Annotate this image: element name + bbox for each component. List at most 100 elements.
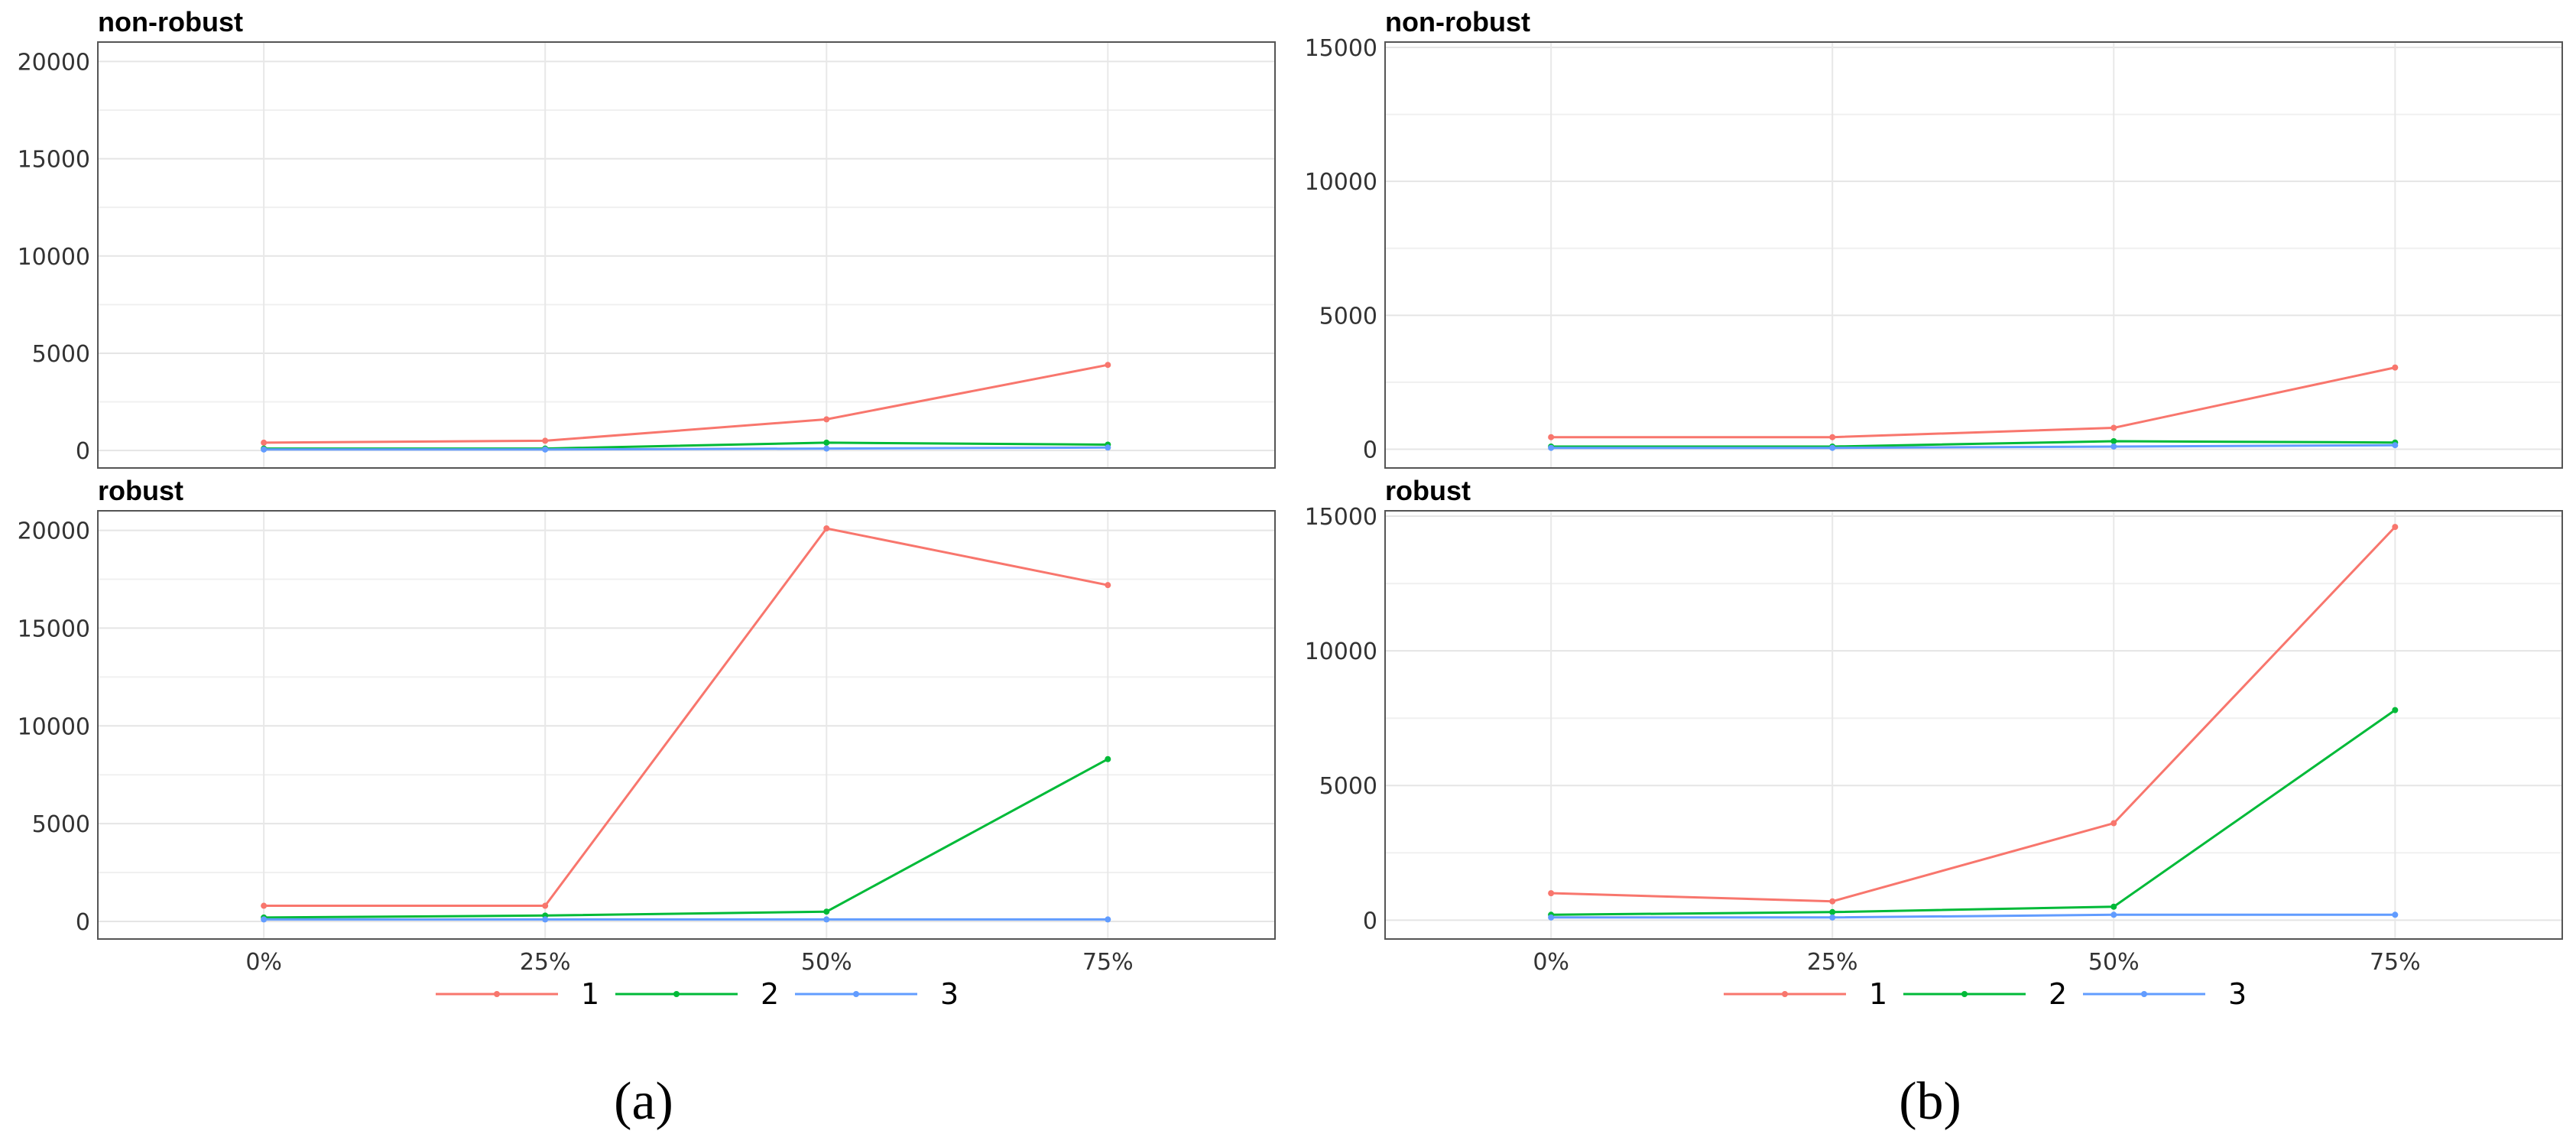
y-tick-label: 15000 bbox=[1305, 35, 1377, 62]
x-tick-label: 25% bbox=[520, 949, 571, 976]
panel-border bbox=[97, 510, 1276, 940]
data-point bbox=[542, 902, 549, 909]
chart-a: non-robust 0 5000 10000 15000 20000 robust 0 500… bbox=[18, 6, 1276, 1131]
data-point bbox=[2392, 364, 2399, 371]
panel-border bbox=[1384, 510, 2563, 940]
data-point bbox=[2110, 911, 2117, 918]
legend-key-point bbox=[673, 991, 680, 997]
y-tick-label: 0 bbox=[1363, 908, 1377, 934]
legend-label: 3 bbox=[2228, 977, 2247, 1011]
data-point bbox=[542, 437, 549, 444]
data-point bbox=[1829, 898, 1836, 905]
data-point bbox=[1829, 434, 1836, 440]
data-point bbox=[1548, 434, 1555, 440]
x-tick-label: 75% bbox=[2370, 949, 2421, 976]
y-tick-label: 5000 bbox=[1319, 773, 1377, 800]
series-line-3 bbox=[1551, 444, 2396, 450]
series-line-2 bbox=[264, 758, 1109, 919]
y-tick-label: 10000 bbox=[1305, 638, 1377, 665]
y-tick-label: 15000 bbox=[18, 616, 90, 642]
series-line-1 bbox=[264, 527, 1108, 907]
y-tick-label: 10000 bbox=[18, 244, 90, 271]
data-point bbox=[1548, 914, 1555, 921]
data-point bbox=[1829, 908, 1836, 915]
data-point bbox=[542, 916, 549, 923]
data-point bbox=[2392, 442, 2399, 449]
series-line-1 bbox=[1551, 366, 2396, 439]
panel-robust: robust 0 5000 10000 15000 20000 0% 25% 50% 75% bbox=[18, 475, 1276, 976]
y-tick-label: 20000 bbox=[18, 49, 90, 76]
data-point bbox=[2392, 911, 2399, 918]
data-point bbox=[1105, 755, 1111, 762]
series-line-2 bbox=[1551, 709, 2396, 916]
data-point bbox=[2392, 524, 2399, 531]
series-line-3 bbox=[264, 446, 1108, 451]
data-point bbox=[261, 446, 268, 453]
data-point bbox=[1829, 914, 1836, 921]
data-point bbox=[2110, 424, 2117, 431]
data-point bbox=[1105, 362, 1111, 369]
x-tick-label: 0% bbox=[1533, 949, 1569, 976]
data-point bbox=[542, 446, 549, 453]
data-point bbox=[1548, 444, 1555, 451]
panel-border bbox=[1384, 41, 2563, 469]
panel-title: robust bbox=[1385, 475, 1471, 506]
chart-b: non-robust 0 5000 10000 15000 robust 0 5000 1000… bbox=[1305, 6, 2563, 1131]
data-point bbox=[823, 908, 830, 915]
y-tick-label: 5000 bbox=[32, 341, 90, 368]
y-tick-label: 20000 bbox=[18, 518, 90, 545]
data-point bbox=[1105, 916, 1111, 923]
legend-label: 1 bbox=[1869, 977, 1887, 1011]
legend-key-point bbox=[1782, 991, 1788, 997]
legend-key-point bbox=[2141, 991, 2147, 997]
data-point bbox=[823, 439, 830, 446]
data-point bbox=[2110, 903, 2117, 910]
data-point bbox=[823, 525, 830, 532]
data-point bbox=[823, 916, 830, 923]
data-point bbox=[2110, 437, 2117, 444]
legend-key-point bbox=[494, 991, 500, 997]
caption: (b) bbox=[1899, 1072, 1961, 1131]
legend: 1 2 3 bbox=[1724, 977, 2247, 1011]
panel-robust: robust 0 5000 10000 15000 0% 25% 50% 75% bbox=[1305, 475, 2563, 976]
x-tick-label: 50% bbox=[801, 949, 852, 976]
panel-non-robust: non-robust 0 5000 10000 15000 bbox=[1305, 6, 2563, 469]
data-point bbox=[1105, 582, 1111, 589]
series-line-3 bbox=[1551, 913, 2396, 919]
y-tick-label: 5000 bbox=[1319, 303, 1377, 330]
legend-label: 3 bbox=[940, 977, 959, 1011]
legend-label: 2 bbox=[761, 977, 779, 1011]
series-line-2 bbox=[1551, 440, 2396, 448]
data-point bbox=[823, 416, 830, 423]
data-point bbox=[1548, 890, 1555, 897]
series-line-1 bbox=[1551, 526, 2396, 903]
y-tick-label: 0 bbox=[76, 909, 90, 936]
legend-key-point bbox=[853, 991, 859, 997]
data-point bbox=[1105, 444, 1111, 451]
data-point bbox=[823, 445, 830, 452]
panel-border bbox=[97, 41, 1276, 469]
legend-label: 1 bbox=[581, 977, 599, 1011]
y-tick-label: 15000 bbox=[18, 147, 90, 174]
data-point bbox=[261, 916, 268, 923]
y-tick-label: 0 bbox=[1363, 437, 1377, 463]
y-tick-label: 10000 bbox=[18, 713, 90, 740]
data-point bbox=[2110, 820, 2117, 827]
panel-title: non-robust bbox=[98, 6, 243, 37]
x-tick-label: 75% bbox=[1082, 949, 1134, 976]
data-point bbox=[1829, 444, 1836, 451]
x-tick-label: 25% bbox=[1807, 949, 1858, 976]
y-tick-label: 15000 bbox=[1305, 504, 1377, 531]
panel-title: robust bbox=[98, 475, 183, 506]
x-tick-label: 0% bbox=[245, 949, 282, 976]
y-tick-label: 0 bbox=[76, 438, 90, 465]
series-line-1 bbox=[264, 363, 1108, 444]
y-tick-label: 10000 bbox=[1305, 169, 1377, 196]
caption: (a) bbox=[614, 1072, 673, 1131]
data-point bbox=[2392, 707, 2399, 713]
data-point bbox=[2110, 443, 2117, 450]
panel-non-robust: non-robust 0 5000 10000 15000 20000 bbox=[18, 6, 1276, 469]
y-tick-label: 5000 bbox=[32, 811, 90, 838]
legend-label: 2 bbox=[2049, 977, 2067, 1011]
